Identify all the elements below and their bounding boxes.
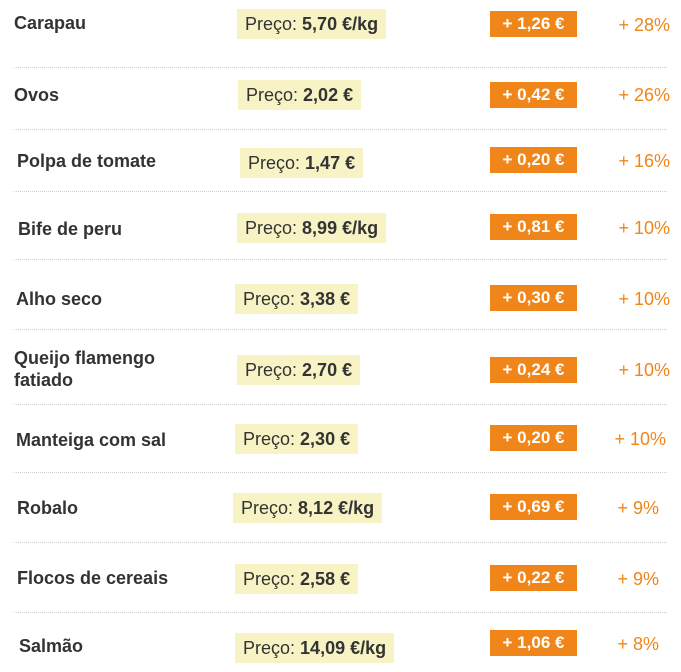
increase-badge: + 0,69 € — [490, 494, 577, 520]
product-name: Queijo flamengo fatiado — [14, 348, 156, 390]
increase-percent: + 26% — [618, 85, 670, 105]
price-value: 14,09 €/kg — [300, 638, 387, 658]
row-divider — [14, 472, 667, 473]
increase-percent: + 10% — [614, 429, 666, 449]
increase-percent: + 10% — [618, 360, 670, 380]
row-divider — [14, 329, 667, 330]
price-label: Preço: — [245, 14, 298, 34]
price-label: Preço: — [245, 360, 298, 380]
product-name: Carapau — [14, 13, 87, 33]
price-tag: Preço: 8,12 €/kg — [233, 493, 383, 523]
price-label: Preço: — [248, 153, 301, 173]
row-divider — [14, 404, 667, 405]
price-label: Preço: — [243, 638, 296, 658]
increase-percent: + 10% — [618, 289, 670, 309]
product-name: Flocos de cereais — [17, 568, 169, 588]
price-label: Preço: — [241, 498, 294, 518]
increase-percent: + 16% — [618, 151, 670, 171]
product-name: Ovos — [14, 85, 60, 105]
increase-percent: + 9% — [617, 569, 659, 589]
product-name: Polpa de tomate — [17, 151, 157, 171]
price-value: 5,70 €/kg — [302, 14, 379, 34]
price-value: 8,99 €/kg — [302, 218, 379, 238]
product-name: Salmão — [19, 636, 84, 656]
price-value: 2,02 € — [303, 85, 354, 105]
increase-badge: + 0,20 € — [490, 425, 577, 451]
row-divider — [14, 612, 667, 613]
increase-badge: + 0,24 € — [490, 357, 577, 383]
list-item: Robalo Preço: 8,12 €/kg + 0,69 € + 9% — [0, 473, 681, 543]
increase-badge: + 0,81 € — [490, 214, 577, 240]
increase-badge: + 0,20 € — [490, 147, 577, 173]
increase-percent: + 10% — [618, 218, 670, 238]
price-tag: Preço: 2,58 € — [235, 564, 359, 594]
product-name: Alho seco — [16, 289, 103, 309]
price-tag: Preço: 8,99 €/kg — [237, 213, 387, 243]
price-label: Preço: — [243, 289, 296, 309]
increase-badge: + 0,30 € — [490, 285, 577, 311]
price-tag: Preço: 5,70 €/kg — [237, 9, 387, 39]
price-value: 3,38 € — [300, 289, 351, 309]
list-item: Flocos de cereais Preço: 2,58 € + 0,22 €… — [0, 543, 681, 613]
price-tag: Preço: 1,47 € — [240, 148, 364, 178]
increase-badge: + 0,22 € — [490, 565, 577, 591]
row-divider — [14, 191, 667, 192]
price-value: 2,70 € — [302, 360, 353, 380]
price-value: 2,30 € — [300, 429, 351, 449]
increase-badge: + 0,42 € — [490, 82, 577, 108]
row-divider — [14, 259, 667, 260]
list-item: Ovos Preço: 2,02 € + 0,42 € + 26% — [0, 62, 681, 130]
increase-badge: + 1,06 € — [490, 630, 577, 656]
price-value: 1,47 € — [305, 153, 356, 173]
price-tag: Preço: 2,30 € — [235, 424, 359, 454]
price-value: 2,58 € — [300, 569, 351, 589]
price-label: Preço: — [243, 569, 296, 589]
list-item: Polpa de tomate Preço: 1,47 € + 0,20 € +… — [0, 124, 681, 192]
increase-percent: + 9% — [617, 498, 659, 518]
list-item: Queijo flamengo fatiado Preço: 2,70 € + … — [0, 333, 681, 405]
increase-badge: + 1,26 € — [490, 11, 577, 37]
price-label: Preço: — [243, 429, 296, 449]
price-tag: Preço: 14,09 €/kg — [235, 633, 395, 663]
product-name: Bife de peru — [18, 219, 123, 239]
product-name: Robalo — [17, 498, 78, 518]
list-item: Salmão Preço: 14,09 €/kg + 1,06 € + 8% — [0, 613, 681, 672]
row-divider — [14, 129, 667, 130]
list-item: Alho seco Preço: 3,38 € + 0,30 € + 10% — [0, 262, 681, 330]
product-name: Manteiga com sal — [16, 430, 167, 450]
price-label: Preço: — [245, 218, 298, 238]
increase-percent: + 28% — [618, 15, 670, 35]
list-item: Bife de peru Preço: 8,99 €/kg + 0,81 € +… — [0, 192, 681, 260]
row-divider — [14, 67, 667, 68]
price-label: Preço: — [246, 85, 299, 105]
price-tag: Preço: 3,38 € — [235, 284, 359, 314]
increase-percent: + 8% — [617, 634, 659, 654]
list-item: Carapau Preço: 5,70 €/kg + 1,26 € + 28% — [0, 0, 681, 68]
row-divider — [14, 542, 667, 543]
price-tag: Preço: 2,02 € — [238, 80, 362, 110]
price-value: 8,12 €/kg — [298, 498, 375, 518]
list-item: Manteiga com sal Preço: 2,30 € + 0,20 € … — [0, 405, 681, 473]
price-tag: Preço: 2,70 € — [237, 355, 361, 385]
